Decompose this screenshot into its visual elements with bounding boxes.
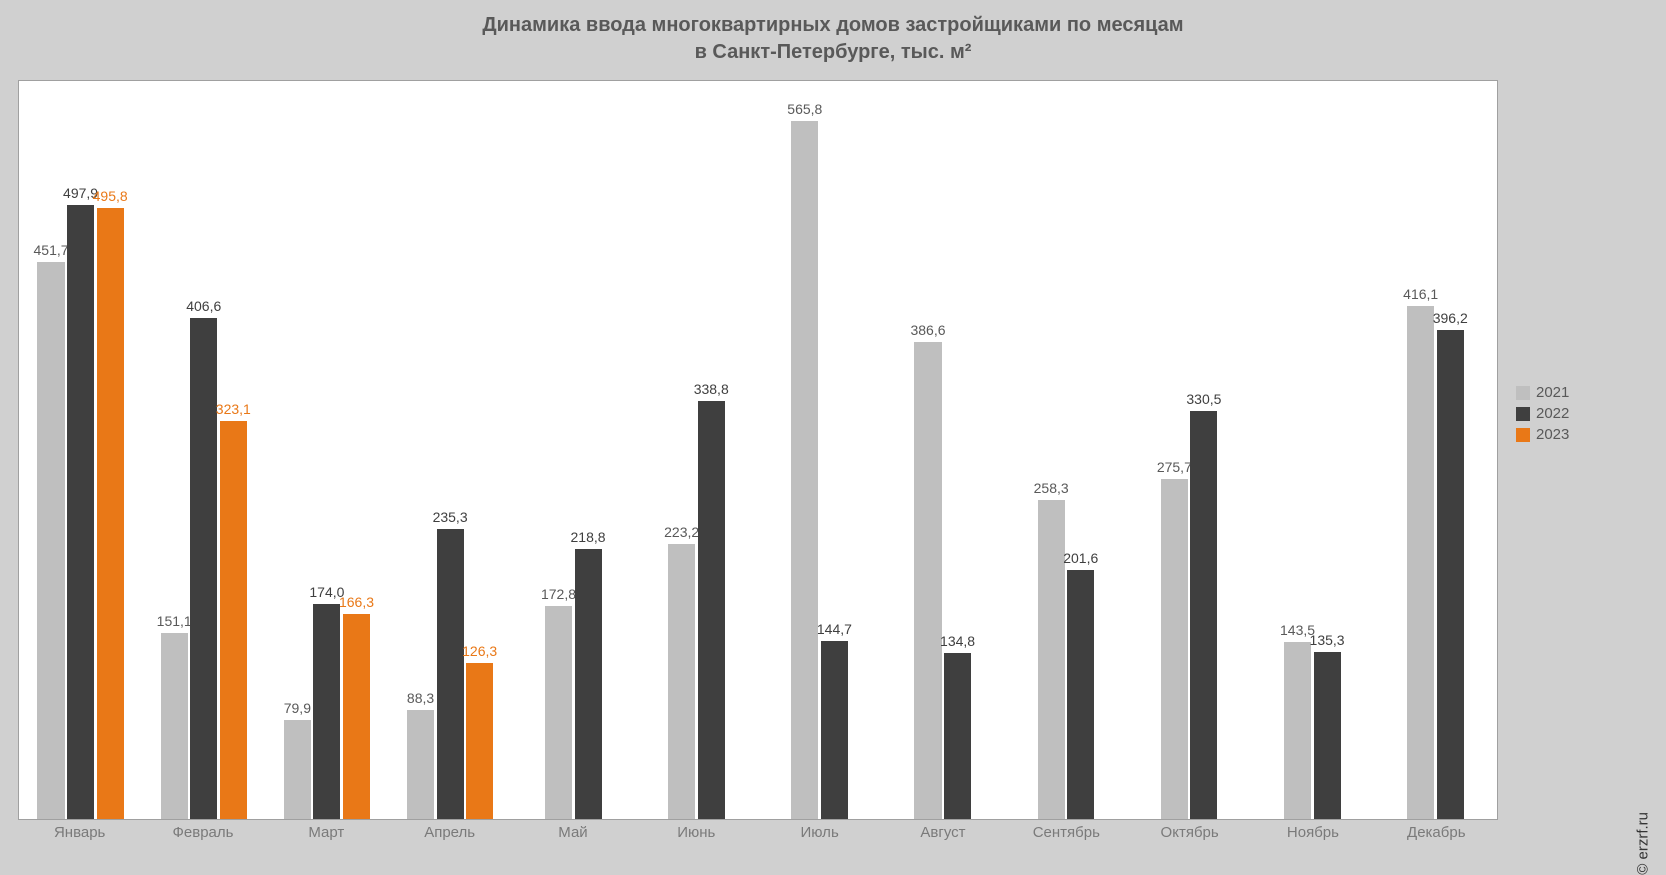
bar-group: 275,7 330,5 — [1128, 81, 1251, 819]
plot-area-wrap: 451,7497,9495,8 151,1 406,6 323,1 79,9174,01… — [18, 80, 1498, 820]
x-axis-label: Февраль — [141, 824, 264, 854]
copyright-label: © erzrf.ru — [1635, 812, 1652, 875]
bar-value-label: 235,3 — [433, 509, 468, 525]
bar-value-label: 223,2 — [664, 524, 699, 540]
bar — [437, 529, 464, 819]
bar — [914, 342, 941, 819]
bar-value-label: 172,8 — [541, 586, 576, 602]
bar — [284, 720, 311, 819]
x-axis-label: Март — [265, 824, 388, 854]
bar — [313, 604, 340, 819]
bar — [190, 318, 217, 819]
bar — [821, 641, 848, 819]
bar — [1437, 330, 1464, 819]
bar-value-label: 338,8 — [694, 381, 729, 397]
x-axis-label: Декабрь — [1375, 824, 1498, 854]
legend-swatch — [1516, 428, 1530, 442]
bar — [1284, 642, 1311, 819]
bar-group: 451,7497,9495,8 — [19, 81, 142, 819]
bar-group: 143,5135,3 — [1251, 81, 1374, 819]
bar — [698, 401, 725, 819]
x-axis-label: Ноябрь — [1251, 824, 1374, 854]
plot-area: 451,7497,9495,8 151,1 406,6 323,1 79,9174,01… — [18, 80, 1498, 820]
x-axis-label: Июнь — [635, 824, 758, 854]
x-axis-label: Сентябрь — [1005, 824, 1128, 854]
bar-group: 151,1 406,6 323,1 — [142, 81, 265, 819]
bar — [466, 663, 493, 819]
bar — [791, 121, 818, 819]
bar-groups: 451,7497,9495,8 151,1 406,6 323,1 79,9174,01… — [19, 81, 1497, 819]
x-axis-label: Май — [511, 824, 634, 854]
legend-item: 2023 — [1516, 426, 1596, 443]
bar — [668, 544, 695, 819]
bar-value-label: 416,1 — [1403, 286, 1438, 302]
bar-value-label: 330,5 — [1186, 391, 1221, 407]
x-axis-label: Январь — [18, 824, 141, 854]
legend: 2021 2022 2023 — [1516, 380, 1596, 447]
legend-label: 2021 — [1536, 384, 1569, 401]
bar-group: 88,3 235,3 126,3 — [389, 81, 512, 819]
bar — [545, 606, 572, 819]
bar-value-label: 134,8 — [940, 633, 975, 649]
bar-group: 79,9174,0166,3 — [265, 81, 388, 819]
bar-value-label: 495,8 — [93, 188, 128, 204]
chart-title: Динамика ввода многоквартирных домов зас… — [0, 0, 1666, 66]
bar — [1407, 306, 1434, 819]
bar-value-label: 396,2 — [1433, 310, 1468, 326]
legend-item: 2022 — [1516, 405, 1596, 422]
bar-group: 565,8 144,7 — [758, 81, 881, 819]
bar-group: 258,3 201,6 — [1004, 81, 1127, 819]
bar — [1161, 479, 1188, 819]
bar-value-label: 451,7 — [33, 242, 68, 258]
bar — [1314, 652, 1341, 819]
x-axis-label: Июль — [758, 824, 881, 854]
bar — [343, 614, 370, 819]
bar-value-label: 218,8 — [571, 529, 606, 545]
legend-item: 2021 — [1516, 384, 1596, 401]
bar — [161, 633, 188, 819]
x-axis-label: Октябрь — [1128, 824, 1251, 854]
chart-container: Динамика ввода многоквартирных домов зас… — [0, 0, 1666, 872]
bar-value-label: 88,3 — [407, 690, 434, 706]
bar-value-label: 258,3 — [1034, 480, 1069, 496]
bar — [1067, 570, 1094, 819]
legend-label: 2023 — [1536, 426, 1569, 443]
bar-value-label: 406,6 — [186, 298, 221, 314]
bar — [220, 421, 247, 819]
bar-value-label: 135,3 — [1310, 632, 1345, 648]
bar-value-label: 166,3 — [339, 594, 374, 610]
chart-title-line1: Динамика ввода многоквартирных домов зас… — [0, 12, 1666, 39]
x-axis: ЯнварьФевральМартАпрельМайИюньИюльАвгуст… — [18, 824, 1498, 854]
bar — [1190, 411, 1217, 819]
bar-group: 416,1 396,2 — [1374, 81, 1497, 819]
bar-value-label: 275,7 — [1157, 459, 1192, 475]
bar-group: 223,2 338,8 — [635, 81, 758, 819]
x-axis-label: Август — [881, 824, 1004, 854]
bar-value-label: 201,6 — [1063, 550, 1098, 566]
bar — [97, 208, 124, 819]
bar — [67, 205, 94, 819]
bar-value-label: 386,6 — [910, 322, 945, 338]
bar-group: 172,8 218,8 — [512, 81, 635, 819]
legend-label: 2022 — [1536, 405, 1569, 422]
bar-value-label: 323,1 — [216, 401, 251, 417]
bar-value-label: 565,8 — [787, 101, 822, 117]
bar-value-label: 126,3 — [462, 643, 497, 659]
chart-title-line2: в Санкт-Петербурге, тыс. м² — [0, 39, 1666, 66]
bar-value-label: 151,1 — [157, 613, 192, 629]
bar-group: 386,6 134,8 — [881, 81, 1004, 819]
bar — [1038, 500, 1065, 819]
bar — [37, 262, 64, 819]
legend-swatch — [1516, 407, 1530, 421]
bar-value-label: 79,9 — [284, 700, 311, 716]
bar-value-label: 144,7 — [817, 621, 852, 637]
x-axis-label: Апрель — [388, 824, 511, 854]
legend-swatch — [1516, 386, 1530, 400]
bar — [575, 549, 602, 819]
bar — [944, 653, 971, 819]
bar — [407, 710, 434, 819]
